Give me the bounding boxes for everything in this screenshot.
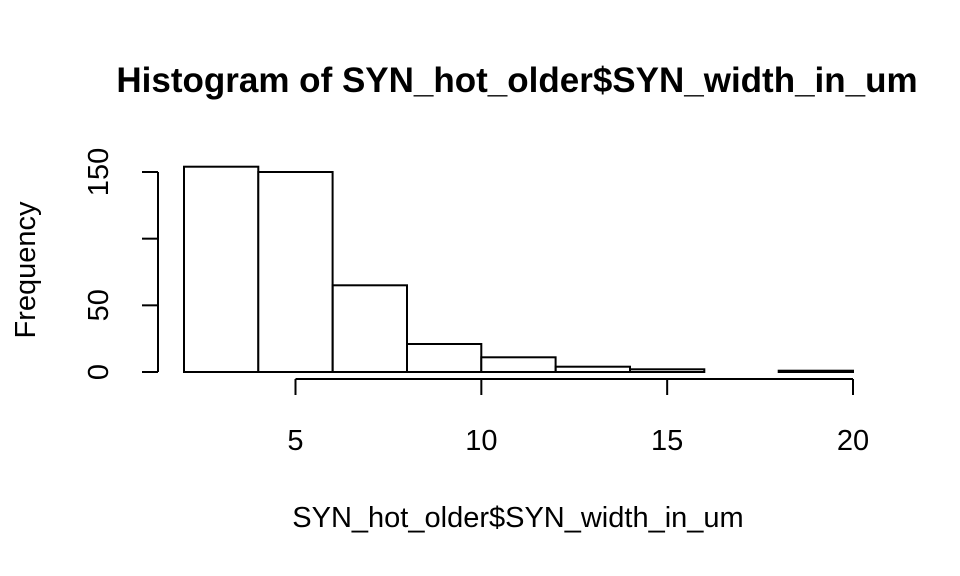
x-axis-label: SYN_hot_older$SYN_width_in_um — [292, 502, 743, 534]
histogram-bar-3 — [331, 284, 409, 373]
x-tick-label: 5 — [287, 425, 303, 457]
histogram-bar-1 — [183, 165, 260, 373]
y-axis-label: Frequency — [10, 201, 42, 339]
histogram-bar-5 — [480, 356, 557, 373]
histogram-bar-6 — [554, 365, 632, 374]
histogram-bar-4 — [406, 343, 483, 373]
y-axis: 0 50 150 — [83, 148, 159, 380]
histogram-bar-9 — [777, 369, 855, 374]
x-axis: 5 10 15 20 — [287, 378, 869, 457]
chart-title: Histogram of SYN_hot_older$SYN_width_in_… — [116, 61, 917, 100]
x-tick-label: 20 — [837, 425, 869, 457]
histogram-bar-2 — [257, 171, 334, 373]
histogram-bar-7 — [629, 368, 706, 373]
x-tick-label: 15 — [651, 425, 683, 457]
y-tick-label: 150 — [83, 148, 115, 196]
y-tick-label: 50 — [83, 289, 115, 321]
y-tick-label: 0 — [83, 364, 115, 380]
histogram-bars — [183, 165, 855, 374]
x-tick-label: 10 — [465, 425, 497, 457]
